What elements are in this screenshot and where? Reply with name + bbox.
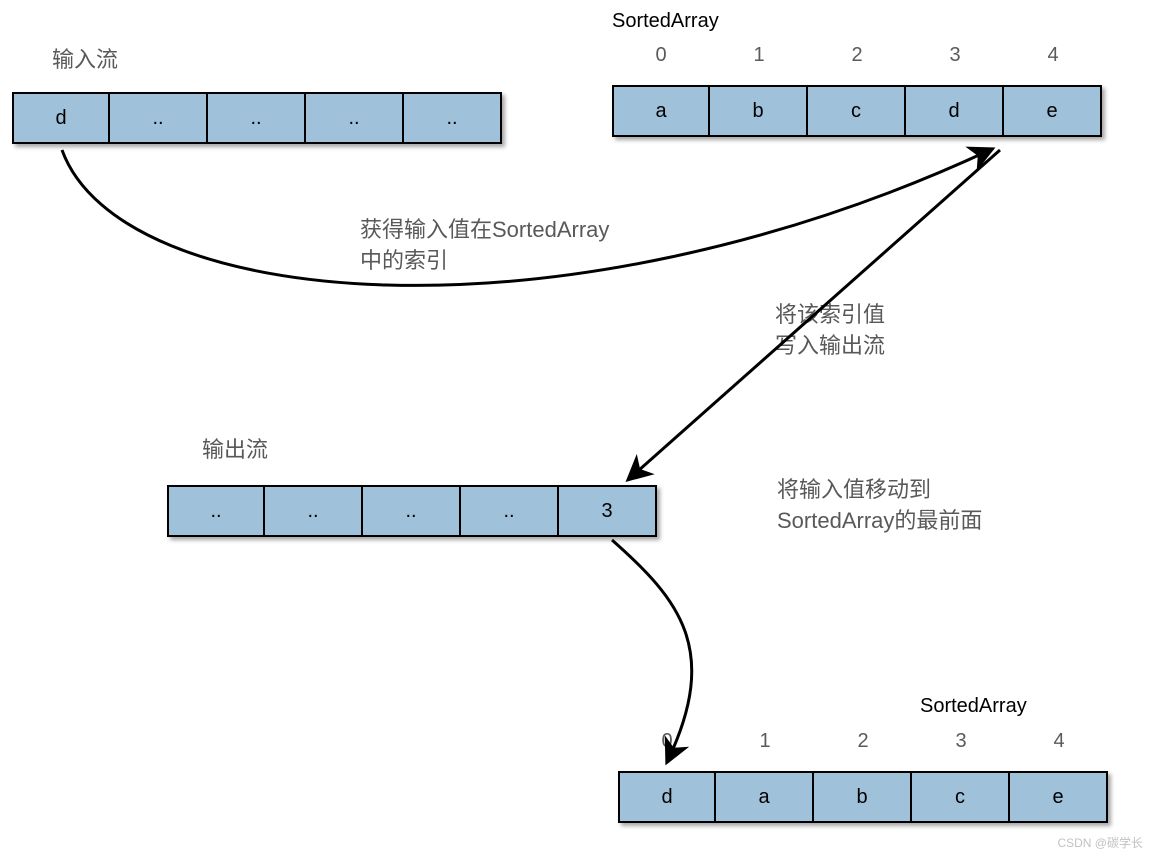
input-stream-label: 输入流 xyxy=(52,42,118,74)
output-cell: .. xyxy=(363,485,461,537)
index-label: 4 xyxy=(1010,730,1108,753)
input-cell: .. xyxy=(306,92,404,144)
index-label: 2 xyxy=(814,730,912,753)
sorted-cell: c xyxy=(808,85,906,137)
index-label: 1 xyxy=(716,730,814,753)
sorted-cell: d xyxy=(618,771,716,823)
sorted-array-bottom-title: SortedArray xyxy=(920,695,1027,718)
arrow-move-front xyxy=(612,540,692,760)
output-cell: .. xyxy=(167,485,265,537)
annotation-line: 获得输入值在SortedArray xyxy=(360,215,609,246)
output-cell: .. xyxy=(461,485,559,537)
sorted-cell: c xyxy=(912,771,1010,823)
input-cell: .. xyxy=(110,92,208,144)
output-cell: .. xyxy=(265,485,363,537)
annotation-line: 中的索引 xyxy=(360,246,609,277)
annotation-line: SortedArray的最前面 xyxy=(777,506,982,537)
annotation-line: 将输入值移动到 xyxy=(777,475,982,506)
index-label: 3 xyxy=(912,730,1010,753)
index-label: 2 xyxy=(808,44,906,67)
sorted-cell: a xyxy=(716,771,814,823)
index-label: 0 xyxy=(612,44,710,67)
index-label: 0 xyxy=(618,730,716,753)
index-label: 3 xyxy=(906,44,1004,67)
sorted-cell: e xyxy=(1010,771,1108,823)
index-label: 1 xyxy=(710,44,808,67)
annotation-move-front: 将输入值移动到 SortedArray的最前面 xyxy=(777,475,982,537)
sorted-cell: b xyxy=(814,771,912,823)
input-cell: .. xyxy=(208,92,306,144)
watermark: CSDN @碳学长 xyxy=(1057,834,1143,851)
annotation-line: 写入输出流 xyxy=(775,331,885,362)
index-label: 4 xyxy=(1004,44,1102,67)
input-cell: d xyxy=(12,92,110,144)
annotation-line: 将该索引值 xyxy=(775,300,885,331)
input-cell: .. xyxy=(404,92,502,144)
sorted-cell: d xyxy=(906,85,1004,137)
sorted-cell: b xyxy=(710,85,808,137)
sorted-array-top-title: SortedArray xyxy=(612,10,719,33)
input-array: d .. .. .. .. xyxy=(12,92,502,144)
sorted-array-bottom: 0 1 2 3 4 d a b c e xyxy=(618,730,1108,823)
sorted-array-top: 0 1 2 3 4 a b c d e xyxy=(612,44,1102,137)
output-array: .. .. .. .. 3 xyxy=(167,485,657,537)
sorted-cell: e xyxy=(1004,85,1102,137)
output-cell: 3 xyxy=(559,485,657,537)
sorted-cell: a xyxy=(612,85,710,137)
output-stream-label: 输出流 xyxy=(202,432,268,464)
annotation-find-index: 获得输入值在SortedArray 中的索引 xyxy=(360,215,609,277)
annotation-write-output: 将该索引值 写入输出流 xyxy=(775,300,885,362)
